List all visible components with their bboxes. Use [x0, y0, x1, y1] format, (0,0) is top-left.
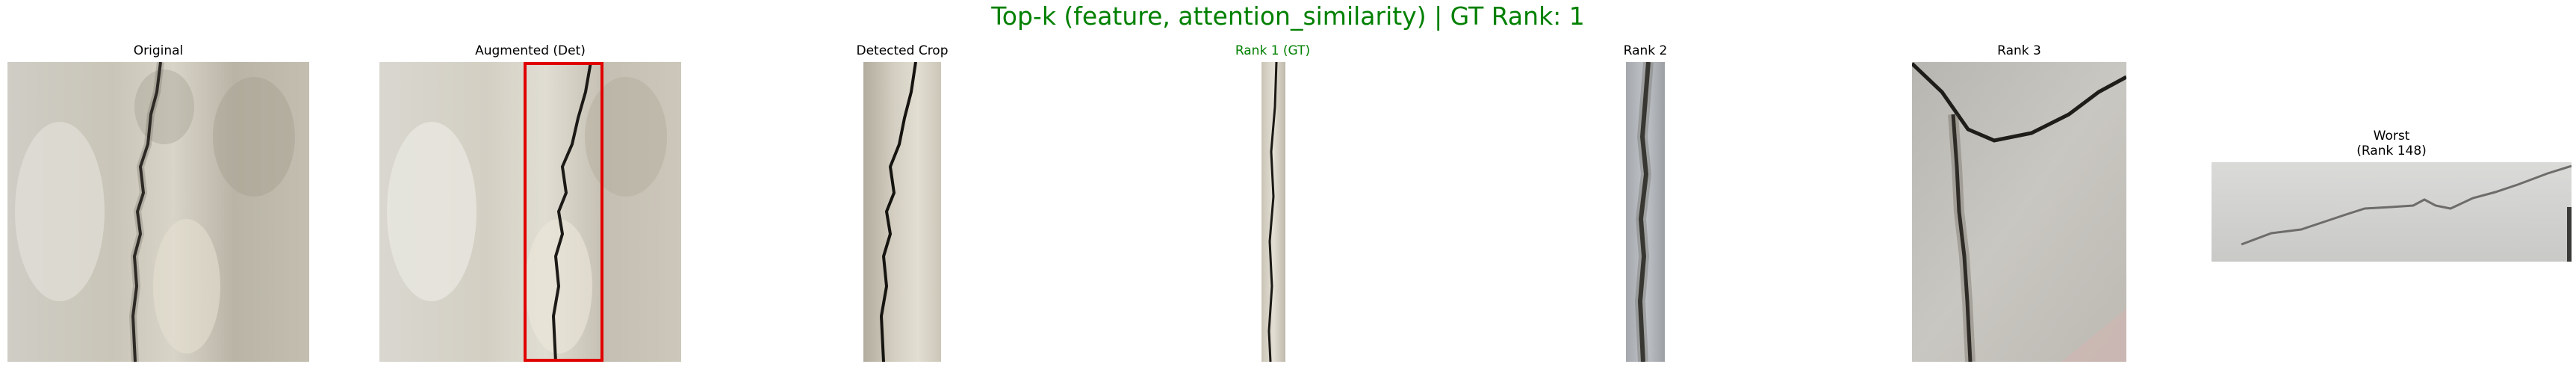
panel-title-augmented: Augmented (Det)	[475, 43, 586, 58]
panel-title-rank1: Rank 1 (GT)	[1235, 43, 1311, 58]
panel-title-rank3: Rank 3	[1997, 43, 2041, 58]
image-rank3	[1912, 62, 2126, 362]
image-augmented	[379, 62, 681, 362]
image-worst	[2212, 162, 2572, 262]
panel-title-original: Original	[133, 43, 184, 58]
image-detected-crop	[863, 62, 941, 362]
panel-title-rank2: Rank 2	[1623, 43, 1668, 58]
figure-title: Top-k (feature, attention_similarity) | …	[991, 1, 1585, 31]
image-original	[7, 62, 309, 362]
image-rank2	[1626, 62, 1665, 362]
panel-title-worst: Worst	[2373, 129, 2410, 144]
panel-title-crop: Detected Crop	[856, 43, 949, 58]
detection-box	[524, 62, 603, 362]
image-rank1	[1261, 62, 1285, 362]
panel-subtitle-worst: (Rank 148)	[2356, 144, 2427, 158]
